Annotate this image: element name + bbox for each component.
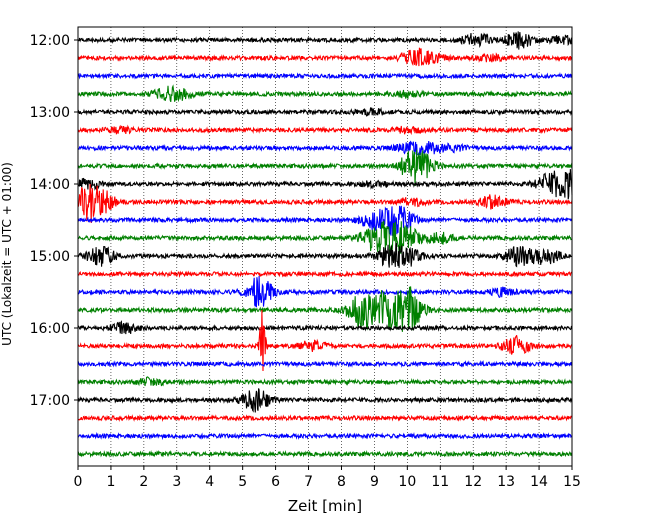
grid-lines <box>110 27 540 466</box>
seismogram-trace <box>77 84 573 103</box>
seismogram-trace <box>77 449 573 459</box>
seismogram-trace <box>77 376 573 387</box>
seismogram-trace <box>77 205 573 236</box>
seismogram-trace <box>77 183 573 224</box>
x-tick-label: 3 <box>172 474 181 490</box>
plot-frame <box>77 26 573 467</box>
y-tick-label: 14:00 <box>30 177 70 193</box>
seismogram-trace <box>77 242 573 268</box>
seismogram-trace <box>77 413 573 423</box>
x-axis-ticks: 0 1 2 3 4 5 6 7 8 9 10 11 12 13 14 15 <box>74 466 581 490</box>
plot-background <box>78 27 572 466</box>
y-tick-label: 17:00 <box>30 393 70 409</box>
y-axis-label: UTC (Lokalzeit = UTC + 01:00) <box>0 162 14 346</box>
x-tick-label: 9 <box>370 474 379 490</box>
seismogram-trace <box>77 31 573 50</box>
x-tick-label: 11 <box>431 474 449 490</box>
seismogram-traces <box>77 31 573 459</box>
seismogram-trace <box>77 124 573 136</box>
x-tick-label: 13 <box>497 474 515 490</box>
x-tick-label: 12 <box>464 474 482 490</box>
seismogram-trace <box>77 388 573 413</box>
x-axis-label: Zeit [min] <box>288 497 362 515</box>
x-tick-label: 8 <box>337 474 346 490</box>
seismogram-trace <box>78 309 573 372</box>
seismogram-trace <box>77 106 573 117</box>
x-tick-label: 15 <box>563 474 581 490</box>
seismogram-trace <box>77 71 573 80</box>
x-tick-label: 4 <box>205 474 214 490</box>
x-tick-label: 14 <box>530 474 548 490</box>
y-tick-label: 13:00 <box>30 105 70 121</box>
seismogram-trace <box>77 275 573 308</box>
seismogram-trace <box>77 140 573 156</box>
seismogram-trace <box>78 286 573 332</box>
x-tick-label: 1 <box>106 474 115 490</box>
y-tick-label: 12:00 <box>30 33 70 49</box>
x-tick-label: 0 <box>74 474 83 490</box>
seismogram-trace <box>77 149 573 186</box>
x-tick-label: 2 <box>139 474 148 490</box>
x-tick-label: 10 <box>398 474 416 490</box>
y-tick-label: 16:00 <box>30 321 70 337</box>
seismogram-trace <box>77 269 573 279</box>
seismogram-trace <box>77 431 573 441</box>
seismogram-trace <box>77 169 573 200</box>
seismogram-trace <box>77 320 573 335</box>
x-tick-label: 7 <box>304 474 313 490</box>
y-axis-ticks: 12:00 13:00 14:00 15:00 16:00 17:00 <box>30 33 78 409</box>
x-tick-label: 6 <box>271 474 280 490</box>
seismogram-trace <box>77 47 573 67</box>
seismogram-trace <box>77 359 573 369</box>
seismogram-trace <box>77 220 573 257</box>
x-tick-label: 5 <box>238 474 247 490</box>
y-tick-label: 15:00 <box>30 249 70 265</box>
